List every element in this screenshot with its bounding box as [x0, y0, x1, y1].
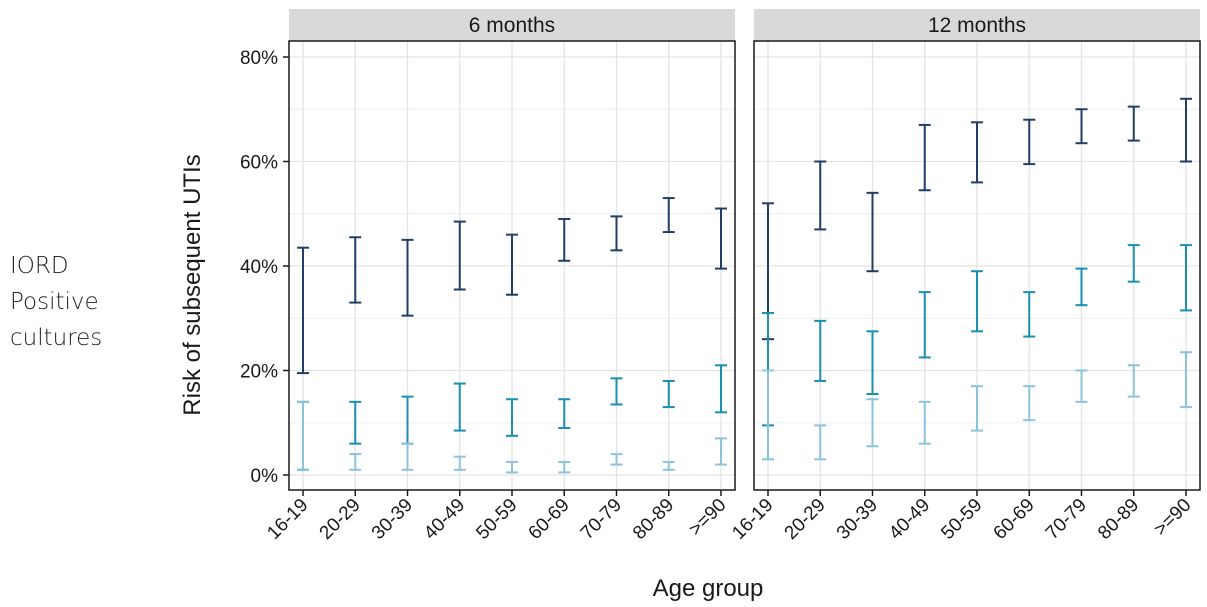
x-tick-label: 20-29: [781, 495, 830, 544]
side-label: IORD Positive cultures: [10, 248, 140, 356]
panel-2: 12 months 16-19 20-29 30-39 40-49 50-59 60-69 7…: [728, 9, 1201, 544]
error-bar: [610, 215, 623, 252]
x-tick-label: 80-89: [629, 495, 678, 544]
error-bar: [558, 460, 571, 474]
y-tick-label: 80%: [240, 48, 278, 69]
x-tick-label: 70-79: [1042, 495, 1091, 544]
error-bar: [662, 197, 675, 234]
panel-strip: [289, 9, 735, 41]
error-bar: [401, 442, 414, 471]
x-tick-label: 50-59: [937, 495, 986, 544]
x-tick-label: 40-49: [885, 495, 934, 544]
x-tick-label: 16-19: [263, 495, 312, 544]
panel-title: 12 months: [928, 14, 1026, 37]
error-bar: [297, 400, 309, 471]
error-bar: [401, 238, 414, 317]
error-bar: [1075, 267, 1088, 307]
error-bar: [662, 460, 675, 471]
error-bar: [918, 123, 931, 192]
error-bar: [814, 424, 827, 461]
y-tick-label: 40%: [240, 257, 278, 278]
error-bar: [814, 160, 827, 231]
side-label-line2: Positive: [10, 289, 99, 315]
error-bar: [558, 398, 571, 429]
error-bar: [1075, 108, 1088, 145]
y-tick-label: 0%: [251, 466, 279, 487]
error-bar: [866, 191, 879, 273]
error-bar: [1180, 351, 1192, 409]
error-bar: [866, 398, 879, 448]
x-tick-label: 60-69: [990, 495, 1039, 544]
x-tick-label: 80-89: [1094, 495, 1143, 544]
error-bar: [762, 369, 774, 461]
x-tick-label: >=90: [1150, 495, 1195, 540]
error-bar: [1023, 118, 1036, 166]
panel-1: 6 months 0% 20% 40% 60% 80% 16-19 20-29 30-39 40-…: [240, 9, 736, 544]
error-bar: [715, 364, 727, 414]
error-bar: [971, 270, 983, 333]
error-bar: [610, 453, 623, 466]
error-bar: [1180, 97, 1192, 163]
x-tick-label: 70-79: [577, 495, 626, 544]
x-tick-label: 50-59: [472, 495, 521, 544]
error-bar: [349, 236, 362, 304]
error-bar: [349, 453, 362, 471]
error-bar: [506, 398, 518, 437]
error-bar: [1180, 244, 1192, 312]
error-bar: [453, 455, 466, 471]
error-bar: [506, 460, 518, 474]
panel-strip: [754, 9, 1200, 41]
error-bar: [918, 400, 931, 445]
error-bar: [971, 121, 983, 184]
error-bar: [1023, 385, 1036, 422]
error-bar: [971, 385, 983, 432]
x-tick-label: 30-39: [368, 495, 417, 544]
side-label-line3: cultures: [10, 325, 103, 351]
error-bar: [1127, 364, 1140, 398]
y-axis-title: Risk of subsequent UTIs: [179, 154, 206, 415]
error-bar: [715, 437, 727, 466]
error-bar: [297, 246, 309, 375]
error-bar: [715, 207, 727, 270]
x-tick-label: >=90: [685, 495, 730, 540]
x-tick-label: 16-19: [728, 495, 777, 544]
x-tick-label: 30-39: [833, 495, 882, 544]
error-bar: [558, 217, 571, 262]
error-bar: [662, 379, 675, 409]
error-bar: [814, 319, 827, 382]
y-tick-label: 60%: [240, 153, 278, 174]
error-bar: [1023, 291, 1036, 338]
error-bar: [453, 382, 466, 432]
y-tick-label: 20%: [240, 362, 278, 383]
x-axis-title: Age group: [653, 575, 764, 602]
error-bar: [349, 400, 362, 445]
error-bar: [918, 291, 931, 359]
x-tick-label: 60-69: [525, 495, 574, 544]
error-bar: [1127, 105, 1140, 142]
panel-title: 6 months: [469, 14, 555, 37]
error-bar: [610, 377, 623, 406]
error-bar: [1127, 244, 1140, 283]
error-bar: [1075, 369, 1088, 403]
error-bar: [506, 233, 518, 296]
x-tick-label: 40-49: [420, 495, 469, 544]
error-bar: [866, 330, 879, 396]
side-label-line1: IORD: [10, 253, 69, 279]
x-tick-label: 20-29: [316, 495, 365, 544]
error-bar: [453, 220, 466, 291]
